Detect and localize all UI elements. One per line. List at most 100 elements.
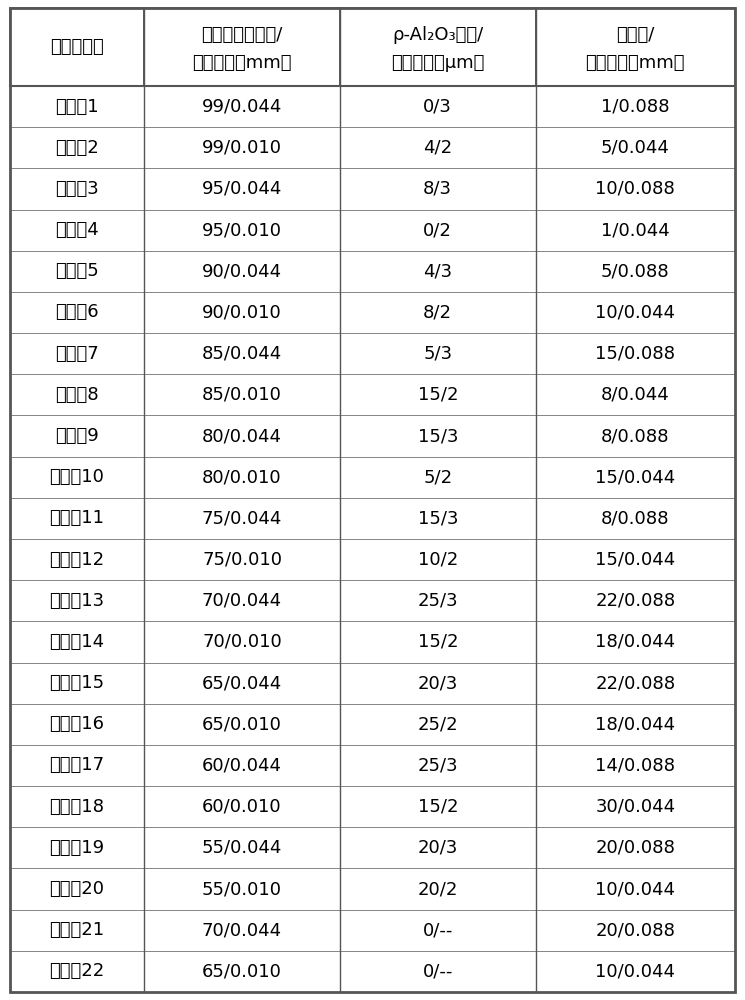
Text: 实施例17: 实施例17 [49, 756, 104, 774]
Text: 工业氧化铝细粉/: 工业氧化铝细粉/ [201, 26, 282, 44]
Text: 5/0.088: 5/0.088 [601, 262, 670, 280]
Text: 实施例16: 实施例16 [50, 715, 104, 733]
Text: 实施例序号: 实施例序号 [50, 38, 104, 56]
Bar [10, 621, 144, 663]
Text: 5/3: 5/3 [423, 345, 452, 363]
Text: 实施例4: 实施例4 [55, 221, 99, 239]
Bar [10, 415, 144, 457]
Bar [340, 910, 536, 951]
Bar [10, 210, 144, 251]
Bar [10, 827, 144, 868]
Bar [536, 457, 735, 498]
Text: 55/0.010: 55/0.010 [202, 880, 282, 898]
Bar [144, 580, 340, 621]
Text: 平均粒径（mm）: 平均粒径（mm） [586, 54, 685, 72]
Text: 15/2: 15/2 [417, 386, 458, 404]
Text: 25/3: 25/3 [417, 756, 458, 774]
Bar [10, 951, 144, 992]
Bar [536, 827, 735, 868]
Bar [144, 127, 340, 168]
Text: 0/3: 0/3 [423, 98, 452, 116]
Text: 实施例10: 实施例10 [50, 468, 104, 486]
Text: 实施例2: 实施例2 [55, 139, 99, 157]
Text: 铝细粉/: 铝细粉/ [616, 26, 655, 44]
Text: 60/0.010: 60/0.010 [202, 798, 282, 816]
Bar [10, 745, 144, 786]
Bar [144, 86, 340, 127]
Bar [340, 786, 536, 827]
Text: 10/0.044: 10/0.044 [595, 962, 675, 980]
Bar [144, 168, 340, 210]
Bar [340, 292, 536, 333]
Bar [10, 127, 144, 168]
Text: 65/0.010: 65/0.010 [202, 962, 282, 980]
Bar [340, 210, 536, 251]
Text: 实施例11: 实施例11 [50, 509, 104, 527]
Bar [340, 168, 536, 210]
Text: 95/0.010: 95/0.010 [202, 221, 282, 239]
Text: 实施例6: 实施例6 [55, 303, 99, 321]
Text: 实施例20: 实施例20 [50, 880, 104, 898]
Text: 99/0.044: 99/0.044 [202, 98, 282, 116]
Text: 70/0.044: 70/0.044 [202, 592, 282, 610]
Text: 实施例13: 实施例13 [49, 592, 104, 610]
Bar [536, 498, 735, 539]
Bar [10, 374, 144, 415]
Bar [340, 704, 536, 745]
Text: 30/0.044: 30/0.044 [595, 798, 676, 816]
Bar [144, 498, 340, 539]
Bar [536, 333, 735, 374]
Text: 20/3: 20/3 [417, 839, 458, 857]
Text: 实施例15: 实施例15 [49, 674, 104, 692]
Bar [536, 704, 735, 745]
Text: 10/0.088: 10/0.088 [595, 180, 675, 198]
Text: 20/0.088: 20/0.088 [595, 921, 675, 939]
Text: 实施例22: 实施例22 [49, 962, 105, 980]
Bar [10, 539, 144, 580]
Text: 8/0.044: 8/0.044 [601, 386, 670, 404]
Bar [536, 251, 735, 292]
Text: 实施例5: 实施例5 [55, 262, 99, 280]
Text: 15/3: 15/3 [417, 509, 458, 527]
Text: 70/0.044: 70/0.044 [202, 921, 282, 939]
Text: ρ-Al₂O₃微粉/: ρ-Al₂O₃微粉/ [392, 26, 484, 44]
Bar [536, 786, 735, 827]
Bar [10, 86, 144, 127]
Bar [144, 827, 340, 868]
Text: 75/0.044: 75/0.044 [202, 509, 282, 527]
Text: 20/0.088: 20/0.088 [595, 839, 675, 857]
Text: 实施例7: 实施例7 [55, 345, 99, 363]
Bar [536, 292, 735, 333]
Bar [340, 745, 536, 786]
Bar [10, 457, 144, 498]
Text: 18/0.044: 18/0.044 [595, 633, 676, 651]
Text: 10/2: 10/2 [418, 551, 458, 569]
Text: 实施例12: 实施例12 [49, 551, 104, 569]
Bar [536, 868, 735, 910]
Bar [340, 663, 536, 704]
Bar [144, 663, 340, 704]
Text: 22/0.088: 22/0.088 [595, 674, 676, 692]
Text: 25/3: 25/3 [417, 592, 458, 610]
Bar [10, 251, 144, 292]
Bar [536, 745, 735, 786]
Bar [536, 374, 735, 415]
Bar [536, 127, 735, 168]
Bar [144, 868, 340, 910]
Text: 14/0.088: 14/0.088 [595, 756, 675, 774]
Bar [340, 8, 536, 86]
Text: 8/3: 8/3 [423, 180, 452, 198]
Text: 10/0.044: 10/0.044 [595, 303, 675, 321]
Bar [10, 292, 144, 333]
Text: 0/2: 0/2 [423, 221, 452, 239]
Bar [144, 786, 340, 827]
Text: 15/2: 15/2 [417, 633, 458, 651]
Text: 实施例18: 实施例18 [50, 798, 104, 816]
Bar [144, 951, 340, 992]
Text: 实施例19: 实施例19 [49, 839, 104, 857]
Text: 20/3: 20/3 [417, 674, 458, 692]
Bar [144, 8, 340, 86]
Text: 99/0.010: 99/0.010 [202, 139, 282, 157]
Bar [340, 498, 536, 539]
Text: 实施例1: 实施例1 [55, 98, 99, 116]
